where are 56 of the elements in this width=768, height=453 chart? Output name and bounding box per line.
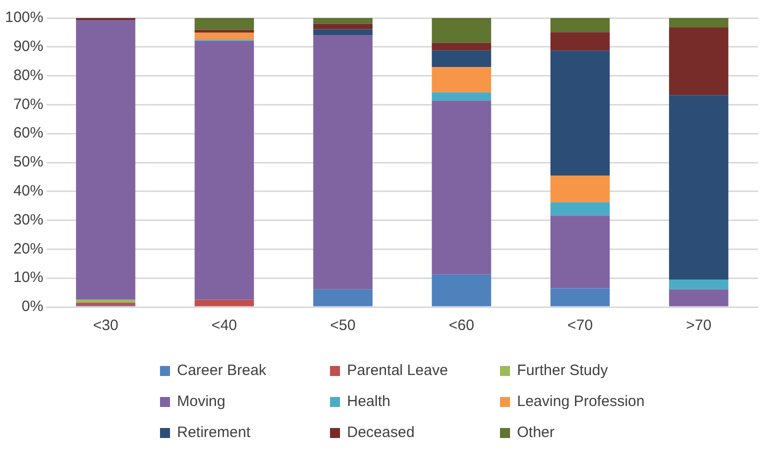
- y-tick-label: 40%: [13, 182, 44, 200]
- bar: [313, 24, 373, 30]
- bar: [669, 18, 728, 28]
- y-tick-label: 30%: [13, 211, 44, 228]
- x-tick-label: <30: [92, 317, 118, 334]
- bar: [669, 28, 728, 96]
- bar: [432, 42, 492, 50]
- bar: [76, 302, 136, 306]
- bar: [194, 300, 254, 306]
- bar: [432, 18, 492, 43]
- y-tick-label: 20%: [13, 240, 44, 258]
- y-tick-label: 60%: [13, 124, 44, 142]
- x-tick-label: <60: [448, 317, 474, 334]
- bar: [194, 32, 254, 40]
- x-tick-label: <40: [212, 317, 237, 334]
- bar: [550, 176, 610, 202]
- bar: [550, 288, 610, 306]
- bar: [669, 280, 728, 290]
- y-tick-label: 70%: [13, 96, 44, 113]
- bar: [550, 32, 610, 51]
- x-tick-label: >70: [686, 317, 712, 334]
- bar: [550, 216, 610, 288]
- bar: [76, 20, 136, 300]
- bar: [194, 18, 254, 30]
- bar: [550, 50, 610, 176]
- y-tick-label: 90%: [13, 38, 44, 56]
- bar: [313, 18, 373, 24]
- legend-label: Moving: [177, 393, 226, 410]
- y-tick-label: 100%: [4, 9, 44, 26]
- bar: [313, 35, 373, 290]
- bar: [550, 18, 610, 32]
- bar: [432, 92, 492, 101]
- legend-label: Retirement: [177, 424, 250, 441]
- x-tick-label: <70: [567, 317, 593, 334]
- bar: [313, 289, 373, 306]
- bar: [669, 95, 728, 280]
- bar: [432, 274, 492, 306]
- bar: [432, 50, 492, 68]
- legend-label: Parental Leave: [347, 362, 448, 379]
- bar: [432, 67, 492, 92]
- bar: [432, 100, 492, 274]
- legend-label: Deceased: [347, 424, 415, 441]
- y-tick-label: 0%: [22, 298, 44, 316]
- bar: [313, 29, 373, 36]
- bar: [669, 289, 728, 306]
- y-tick-label: 10%: [13, 269, 44, 286]
- y-tick-label: 80%: [13, 66, 44, 84]
- legend-label: Career Break: [177, 362, 266, 379]
- x-tick-label: <50: [330, 317, 356, 334]
- legend-label: Further Study: [517, 362, 608, 379]
- legend-label: Other: [517, 424, 555, 441]
- legend-label: Leaving Profession: [517, 393, 645, 410]
- bar: [550, 202, 610, 216]
- bar: [194, 40, 254, 300]
- y-tick-label: 50%: [13, 154, 44, 171]
- legend-label: Health: [347, 393, 390, 410]
